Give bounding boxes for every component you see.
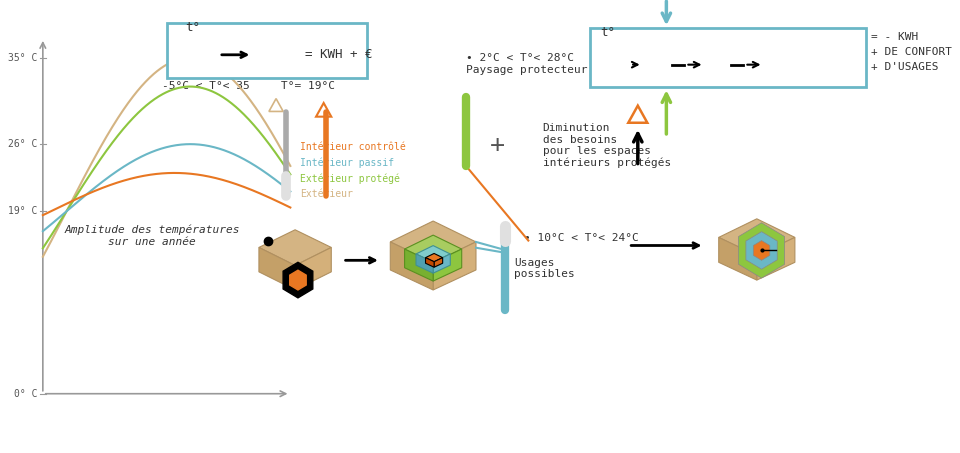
Polygon shape — [404, 235, 462, 263]
Text: t°: t° — [600, 26, 614, 39]
Text: Extérieur protégé: Extérieur protégé — [300, 173, 399, 183]
Text: -5°C < T°< 35: -5°C < T°< 35 — [162, 82, 250, 92]
Text: Usages
possibles: Usages possibles — [514, 257, 575, 279]
Text: 26° C: 26° C — [8, 139, 37, 149]
Text: = KWH + €: = KWH + € — [304, 48, 372, 61]
Polygon shape — [719, 219, 795, 255]
FancyBboxPatch shape — [167, 23, 367, 77]
Polygon shape — [433, 249, 462, 281]
Polygon shape — [391, 221, 476, 262]
Text: Extérieur: Extérieur — [300, 189, 352, 199]
Polygon shape — [416, 246, 450, 262]
Text: 35° C: 35° C — [8, 53, 37, 63]
Polygon shape — [391, 242, 433, 290]
Polygon shape — [754, 241, 770, 260]
Text: Diminution
des besoins
pour les espaces
intérieurs protégés: Diminution des besoins pour les espaces … — [542, 123, 671, 169]
Text: Intérieur passif: Intérieur passif — [300, 157, 394, 168]
Text: T°= 19°C: T°= 19°C — [281, 82, 335, 92]
Polygon shape — [434, 258, 443, 267]
Text: Amplitude des températures
sur une année: Amplitude des températures sur une année — [64, 225, 240, 247]
Polygon shape — [433, 254, 450, 273]
Text: • 10°C < T°< 24°C: • 10°C < T°< 24°C — [523, 232, 638, 242]
Polygon shape — [433, 242, 476, 290]
Polygon shape — [425, 258, 434, 267]
Polygon shape — [259, 247, 295, 290]
Polygon shape — [756, 237, 795, 280]
Polygon shape — [416, 254, 433, 273]
Text: • 2°C < T°< 28°C
Paysage protecteur: • 2°C < T°< 28°C Paysage protecteur — [467, 53, 588, 75]
Polygon shape — [719, 237, 756, 280]
Text: = - KWH: = - KWH — [871, 32, 919, 42]
Polygon shape — [259, 230, 331, 265]
Polygon shape — [283, 262, 313, 298]
Text: Intérieur contrôlé: Intérieur contrôlé — [300, 142, 406, 152]
Polygon shape — [295, 247, 331, 290]
Polygon shape — [746, 231, 778, 269]
Text: + D'USAGES: + D'USAGES — [871, 62, 939, 72]
Text: t°: t° — [185, 21, 201, 34]
Text: + DE CONFORT: + DE CONFORT — [871, 47, 952, 57]
Polygon shape — [738, 223, 784, 278]
Text: 0° C: 0° C — [13, 389, 37, 399]
Polygon shape — [404, 249, 433, 281]
Text: 19° C: 19° C — [8, 206, 37, 217]
Polygon shape — [290, 270, 306, 290]
FancyBboxPatch shape — [590, 28, 866, 87]
Polygon shape — [425, 253, 443, 262]
Text: +: + — [490, 133, 504, 157]
